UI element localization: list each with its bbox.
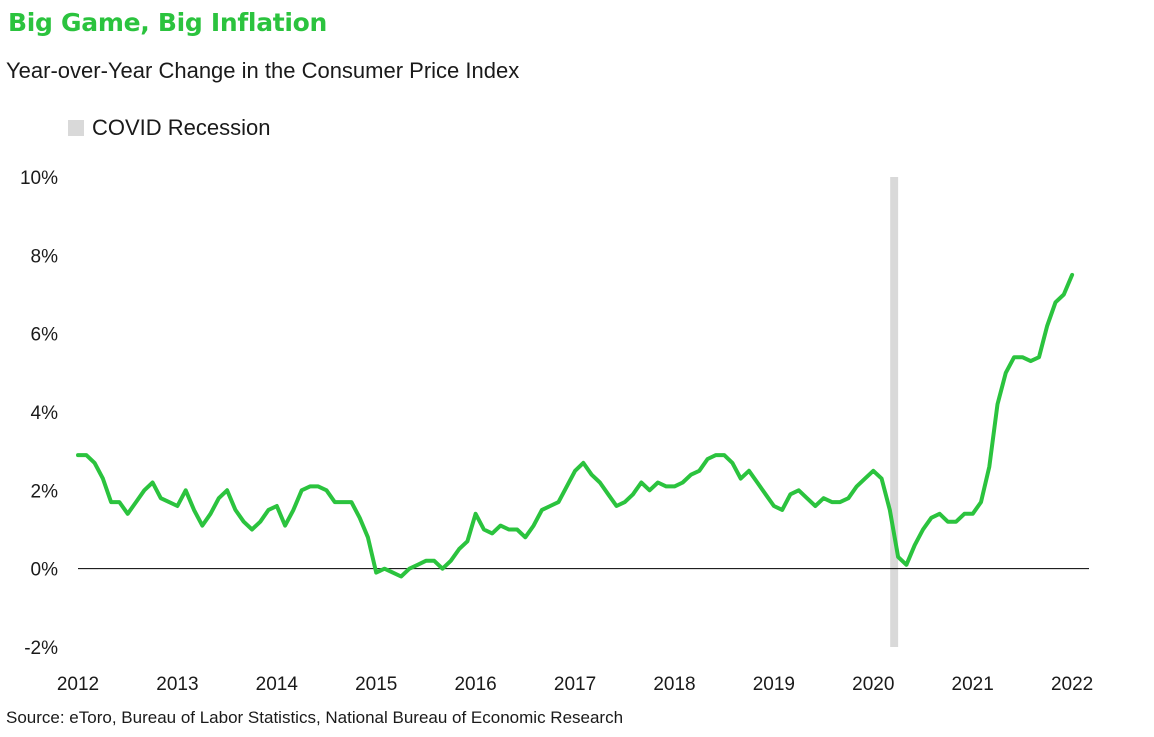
chart-title: Big Game, Big Inflation [8, 8, 328, 37]
series-line [76, 272, 1075, 579]
y-tick-label: 2% [31, 481, 59, 502]
y-tick-label: 4% [31, 403, 59, 424]
x-tick-label: 2017 [554, 674, 596, 695]
y-tick-label: 8% [31, 246, 59, 267]
x-tick-label: 2014 [256, 674, 299, 695]
x-tick-label: 2016 [454, 674, 496, 695]
y-axis: 10% 8% 6% 4% 2% 0% -2% [20, 168, 58, 659]
y-tick-label: 10% [20, 168, 58, 189]
recession-band [890, 177, 899, 647]
x-tick-label: 2013 [156, 674, 198, 695]
legend-label-recession: COVID Recession [92, 115, 271, 140]
x-tick-label: 2020 [852, 674, 894, 695]
y-tick-label: 6% [31, 325, 59, 346]
x-tick-label: 2022 [1051, 674, 1093, 695]
source-note: Source: eToro, Bureau of Labor Statistic… [6, 708, 624, 727]
x-tick-label: 2018 [653, 674, 695, 695]
x-tick-label: 2021 [952, 674, 994, 695]
x-axis: 2012 2013 2014 2015 2016 2017 2018 2019 2020 2021… [57, 674, 1093, 695]
legend-swatch-recession [68, 120, 84, 136]
chart-subtitle: Year-over-Year Change in the Consumer Pr… [6, 58, 520, 83]
x-tick-label: 2015 [355, 674, 397, 695]
y-tick-label: -2% [24, 638, 58, 659]
plot-area [76, 177, 1089, 647]
y-tick-label: 0% [31, 560, 59, 581]
x-tick-label: 2012 [57, 674, 99, 695]
legend: COVID Recession [68, 115, 271, 141]
x-tick-label: 2019 [753, 674, 795, 695]
